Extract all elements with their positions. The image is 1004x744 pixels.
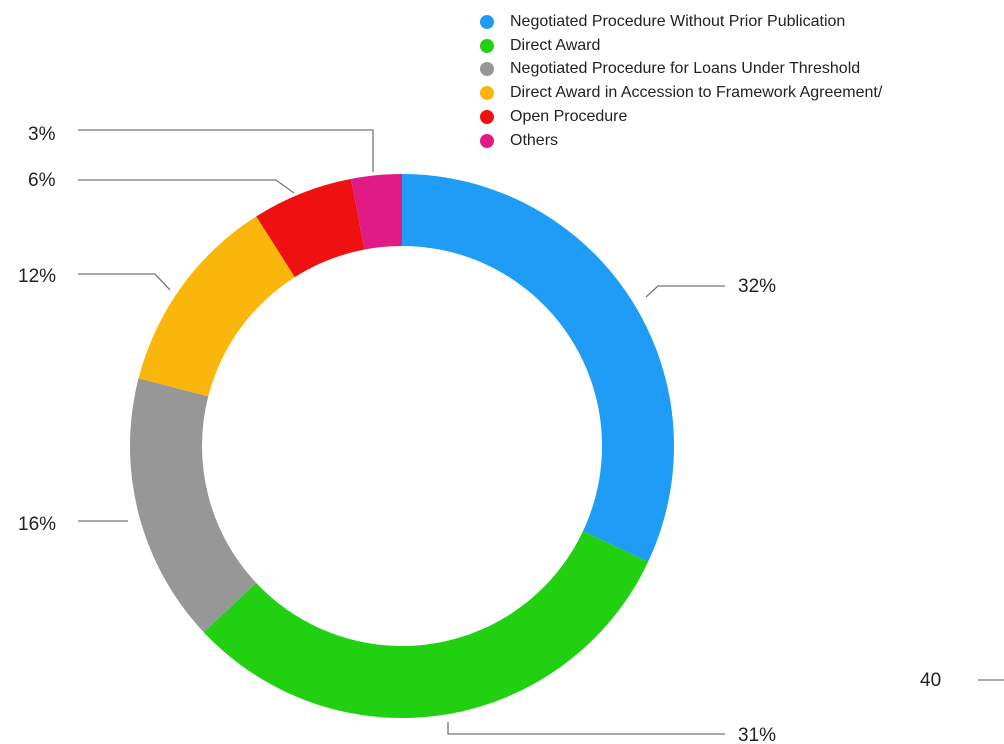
legend-label: Direct Award in Accession to Framework A… <box>510 84 883 102</box>
legend-swatch-icon <box>480 38 494 53</box>
leader-line <box>78 129 374 172</box>
donut-slice <box>351 174 402 250</box>
donut-slice <box>402 174 675 562</box>
legend-label: Others <box>510 131 559 149</box>
donut-slice <box>130 378 257 633</box>
percent-label: 3% <box>28 124 56 145</box>
legend-item: Negotiated Procedure for Loans Under Thr… <box>480 58 882 82</box>
percent-label: 32% <box>738 276 776 297</box>
percent-labels: 32% 31% 16% 12% 6% 3% <box>18 124 776 744</box>
legend-label: Negotiated Procedure for Loans Under Thr… <box>510 60 861 78</box>
legend-item: Direct Award in Accession to Framework A… <box>480 81 882 105</box>
leader-lines <box>78 129 725 735</box>
donut-slice <box>138 216 295 397</box>
donut-slice <box>203 531 649 718</box>
legend-label: Direct Award <box>510 36 601 54</box>
leader-line <box>78 179 295 194</box>
legend-item: Negotiated Procedure Without Prior Publi… <box>480 10 882 34</box>
axis-value-label: 40 <box>920 670 941 691</box>
legend: Negotiated Procedure Without Prior Publi… <box>480 10 882 153</box>
percent-label: 31% <box>738 725 776 744</box>
donut-slices <box>130 174 675 718</box>
percent-label: 16% <box>18 514 56 535</box>
legend-swatch-icon <box>480 62 494 77</box>
leader-line <box>78 273 171 291</box>
legend-swatch-icon <box>480 110 494 125</box>
legend-label: Open Procedure <box>510 108 628 126</box>
leader-line <box>447 722 725 735</box>
legend-item: Open Procedure <box>480 105 882 129</box>
percent-label: 6% <box>28 170 56 191</box>
percent-label: 12% <box>18 266 56 287</box>
leader-line <box>645 285 725 298</box>
legend-item: Others <box>480 129 882 153</box>
legend-swatch-icon <box>480 14 494 29</box>
legend-item: Direct Award <box>480 34 882 58</box>
legend-label: Negotiated Procedure Without Prior Publi… <box>510 12 846 30</box>
legend-swatch-icon <box>480 86 494 101</box>
legend-swatch-icon <box>480 133 494 148</box>
donut-slice <box>256 178 365 278</box>
